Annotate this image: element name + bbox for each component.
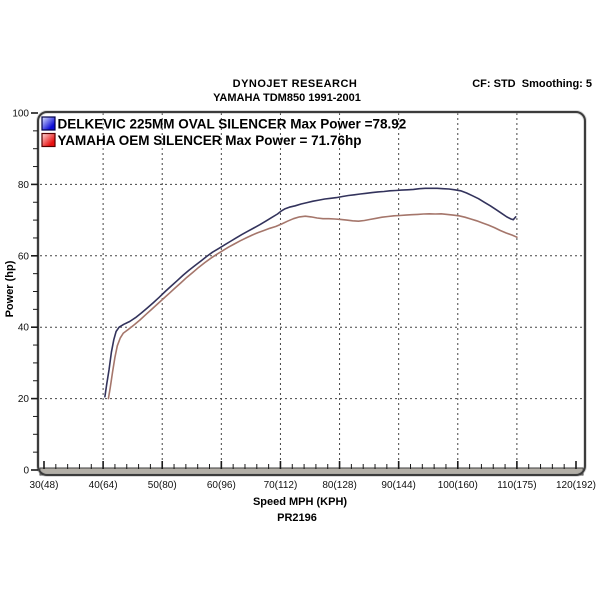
y-tick-label: 0 [23, 466, 29, 477]
x-tick-label: 100(160) [438, 480, 478, 491]
x-axis-title: Speed MPH (KPH) [252, 496, 348, 508]
legend-label-delkevic: DELKEVIC 225MM OVAL SILENCER Max Power =… [58, 117, 407, 132]
y-tick-label: 20 [18, 394, 30, 405]
frame-shadow [36, 110, 587, 477]
y-tick-label: 80 [18, 180, 30, 191]
y-tick-label: 40 [18, 323, 30, 334]
x-tick-label: 70(112) [264, 480, 298, 491]
brand-title: DYNOJET RESEARCH [232, 78, 358, 90]
legend-label-yamaha-oem: YAMAHA OEM SILENCER Max Power = 71.76hp [58, 133, 362, 148]
y-tick-label: 100 [12, 109, 29, 120]
x-tick-label: 50(80) [148, 480, 177, 491]
legend-swatch-yamaha-oem [41, 132, 56, 148]
plot-frame [37, 111, 586, 476]
x-tick-label: 30(48) [30, 480, 59, 491]
power-curve-delkevic [104, 187, 517, 398]
x-tick-label: 110(175) [497, 480, 536, 491]
x-tick-label: 120(192) [556, 480, 596, 491]
y-tick-label: 60 [18, 251, 30, 262]
x-tick-label: 40(64) [89, 480, 118, 491]
x-tick-label: 60(96) [207, 480, 236, 491]
x-tick-label: 90(144) [381, 480, 415, 491]
correction-smoothing-settings: CF: STD Smoothing: 5 [472, 78, 592, 90]
x-tick-label: 80(128) [322, 480, 356, 491]
power-curve-yamaha-oem [107, 213, 518, 400]
legend-swatch-delkevic [41, 116, 56, 131]
vehicle-subtitle: YAMAHA TDM850 1991-2001 [213, 92, 361, 104]
run-id: PR2196 [277, 512, 317, 524]
